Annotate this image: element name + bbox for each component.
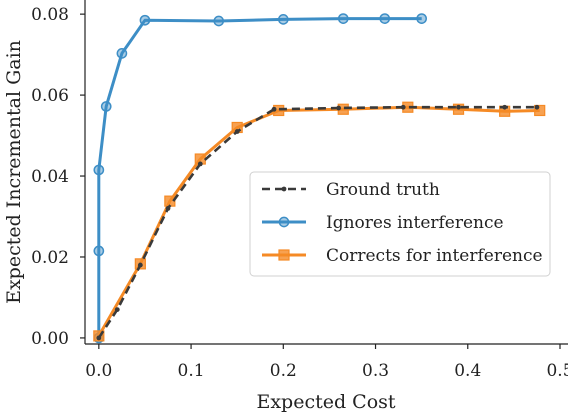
y-tick-label: 0.02 [31,248,69,268]
data-point [277,14,289,25]
y-tick-label: 0.06 [31,86,69,106]
legend-marker [278,216,290,228]
x-tick-label: 0.1 [178,361,205,381]
data-point [379,13,391,24]
legend-label: Corrects for interference [326,246,543,266]
legend-item-ground-truth: Ground truth [262,180,440,200]
legend-label: Ignores interference [326,213,504,233]
series-ground-truth [96,104,540,341]
data-point [336,105,342,111]
data-point [93,164,105,176]
x-tick-label: 0.4 [454,361,481,381]
y-tick-label: 0.04 [31,167,69,187]
data-point [234,129,240,134]
x-tick-label: 0.3 [362,361,389,381]
legend-marker [278,249,290,261]
data-point [271,106,277,112]
series-line [97,105,537,339]
x-tick-label: 0.0 [85,361,112,381]
data-point [213,15,225,27]
series-line [97,17,422,338]
data-point [139,14,151,26]
data-point [456,104,461,110]
data-point [197,161,203,167]
data-point [116,48,128,59]
y-axis-label: Expected Incremental Gain [3,40,25,304]
legend-item-ignores-interference: Ignores interference [262,213,504,233]
plot-area: 0.0 0.1 0.2 0.3 0.4 0.5 0.00 0.02 0.04 0.06 0.08 [31,0,568,381]
data-point [114,307,120,312]
x-tick-label: 0.2 [270,361,297,381]
data-point [534,104,546,117]
y-tick-label: 0.00 [31,329,69,349]
data-point [100,101,112,112]
legend-box [249,171,551,277]
data-point [416,13,428,24]
data-point [400,104,406,110]
legend-marker [281,186,287,192]
data-point [534,104,540,110]
data-point [337,13,349,24]
data-point [93,245,105,257]
legend-entries: Ground truth Ignores interference Corrects… [262,180,543,266]
data-point [165,206,171,211]
x-axis-label: Expected Cost [256,391,395,413]
y-tick-label: 0.08 [31,5,69,25]
legend-item-corrects-for-interference: Corrects for interference [262,246,543,266]
data-point [502,104,508,110]
legend-label: Ground truth [326,180,440,200]
x-tick-label: 0.5 [546,361,568,381]
tick-layer: 0.0 0.1 0.2 0.3 0.4 0.5 0.00 0.02 0.04 0.06 0.08 [31,5,568,381]
series-layer [93,13,546,344]
data-point [96,335,102,341]
data-point [137,262,143,268]
legend: Ground truth Ignores interference Corrects… [249,171,551,277]
